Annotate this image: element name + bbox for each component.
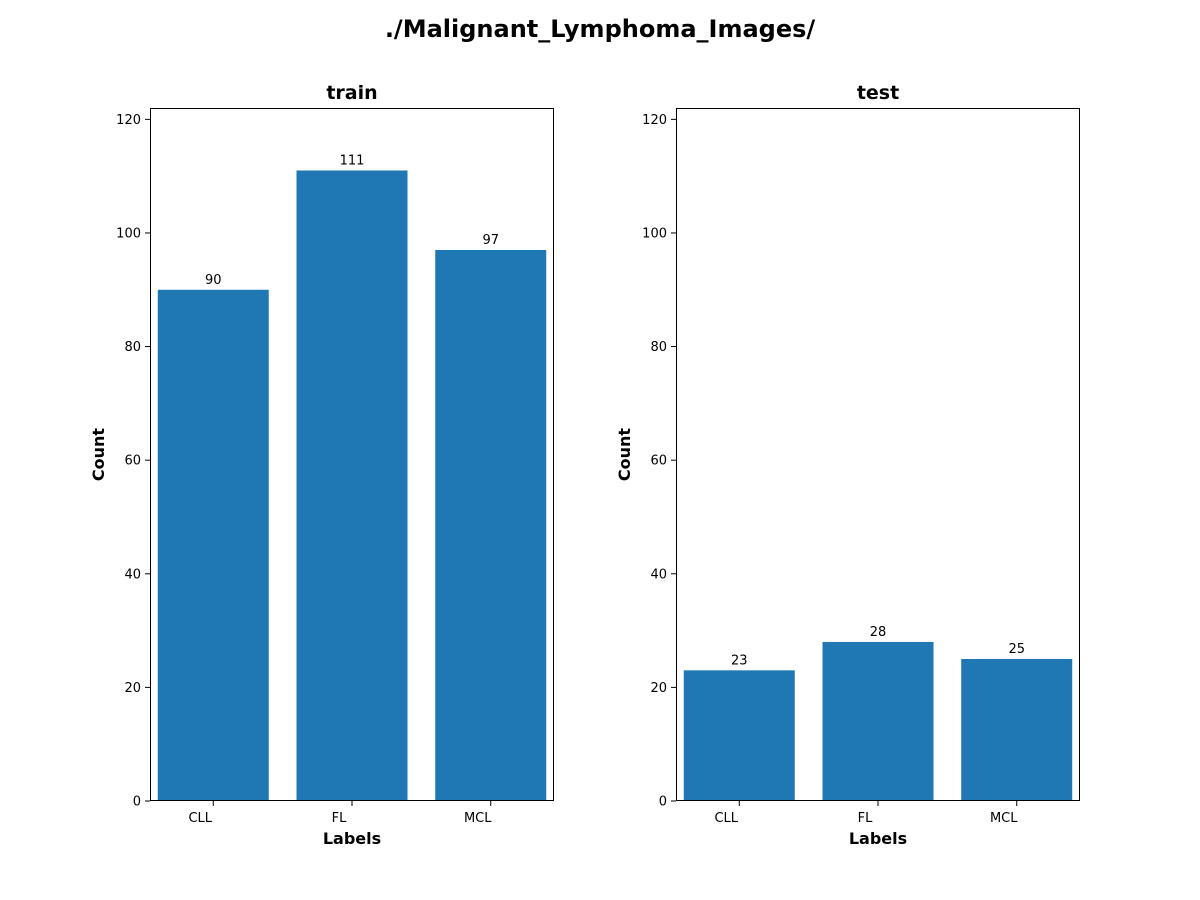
x-tick-label-MCL: MCL bbox=[464, 811, 492, 826]
y-tick-label: 0 bbox=[659, 795, 667, 810]
axes-frame bbox=[676, 108, 1080, 801]
y-tick-label: 80 bbox=[124, 340, 141, 355]
subplot-title: train bbox=[326, 82, 377, 104]
data-label-MCL: 97 bbox=[482, 233, 499, 248]
x-tick-label-FL: FL bbox=[858, 811, 873, 826]
y-tick-label: 0 bbox=[133, 795, 141, 810]
x-tick-label-MCL: MCL bbox=[990, 811, 1018, 826]
x-axis-label: Labels bbox=[323, 829, 381, 848]
data-label-CLL: 23 bbox=[731, 653, 748, 668]
subplot-title: test bbox=[857, 82, 899, 104]
bar-CLL bbox=[157, 289, 269, 801]
data-label-MCL: 25 bbox=[1008, 642, 1025, 657]
y-tick-label: 100 bbox=[642, 226, 667, 241]
y-tick-label: 120 bbox=[642, 113, 667, 128]
y-tick-label: 20 bbox=[124, 681, 141, 696]
y-tick-label: 120 bbox=[116, 113, 141, 128]
y-tick-label: 60 bbox=[124, 454, 141, 469]
bar-MCL bbox=[435, 250, 547, 801]
y-tick-label: 60 bbox=[650, 454, 667, 469]
data-label-FL: 111 bbox=[340, 153, 365, 168]
subplot-train: 90 111 97 0 20 40 60 80 100 120 CLL FL MCL train Label… bbox=[89, 82, 554, 848]
bar-CLL bbox=[683, 670, 795, 801]
y-tick-label: 100 bbox=[116, 226, 141, 241]
figure-title: ./Malignant_Lymphoma_Images/ bbox=[385, 15, 816, 43]
bar-FL bbox=[296, 170, 408, 802]
y-tick-label: 80 bbox=[650, 340, 667, 355]
x-tick-label-CLL: CLL bbox=[188, 811, 212, 826]
y-tick-label: 40 bbox=[124, 567, 141, 582]
axes-frame bbox=[150, 108, 554, 801]
x-axis-label: Labels bbox=[849, 829, 907, 848]
y-tick-label: 20 bbox=[650, 681, 667, 696]
data-label-FL: 28 bbox=[870, 625, 887, 640]
subplot-test: 23 28 25 0 20 40 60 80 100 120 CLL FL MCL test Labels C… bbox=[615, 82, 1080, 848]
y-axis-label: Count bbox=[89, 428, 108, 482]
bar-MCL bbox=[961, 658, 1073, 801]
y-axis-label: Count bbox=[615, 428, 634, 482]
data-label-CLL: 90 bbox=[205, 273, 222, 288]
subplots: 90 111 97 0 20 40 60 80 100 120 CLL FL MCL train Label… bbox=[89, 82, 1080, 848]
y-tick-label: 40 bbox=[650, 567, 667, 582]
x-tick-label-CLL: CLL bbox=[714, 811, 738, 826]
x-tick-label-FL: FL bbox=[332, 811, 347, 826]
bar-FL bbox=[822, 641, 934, 801]
